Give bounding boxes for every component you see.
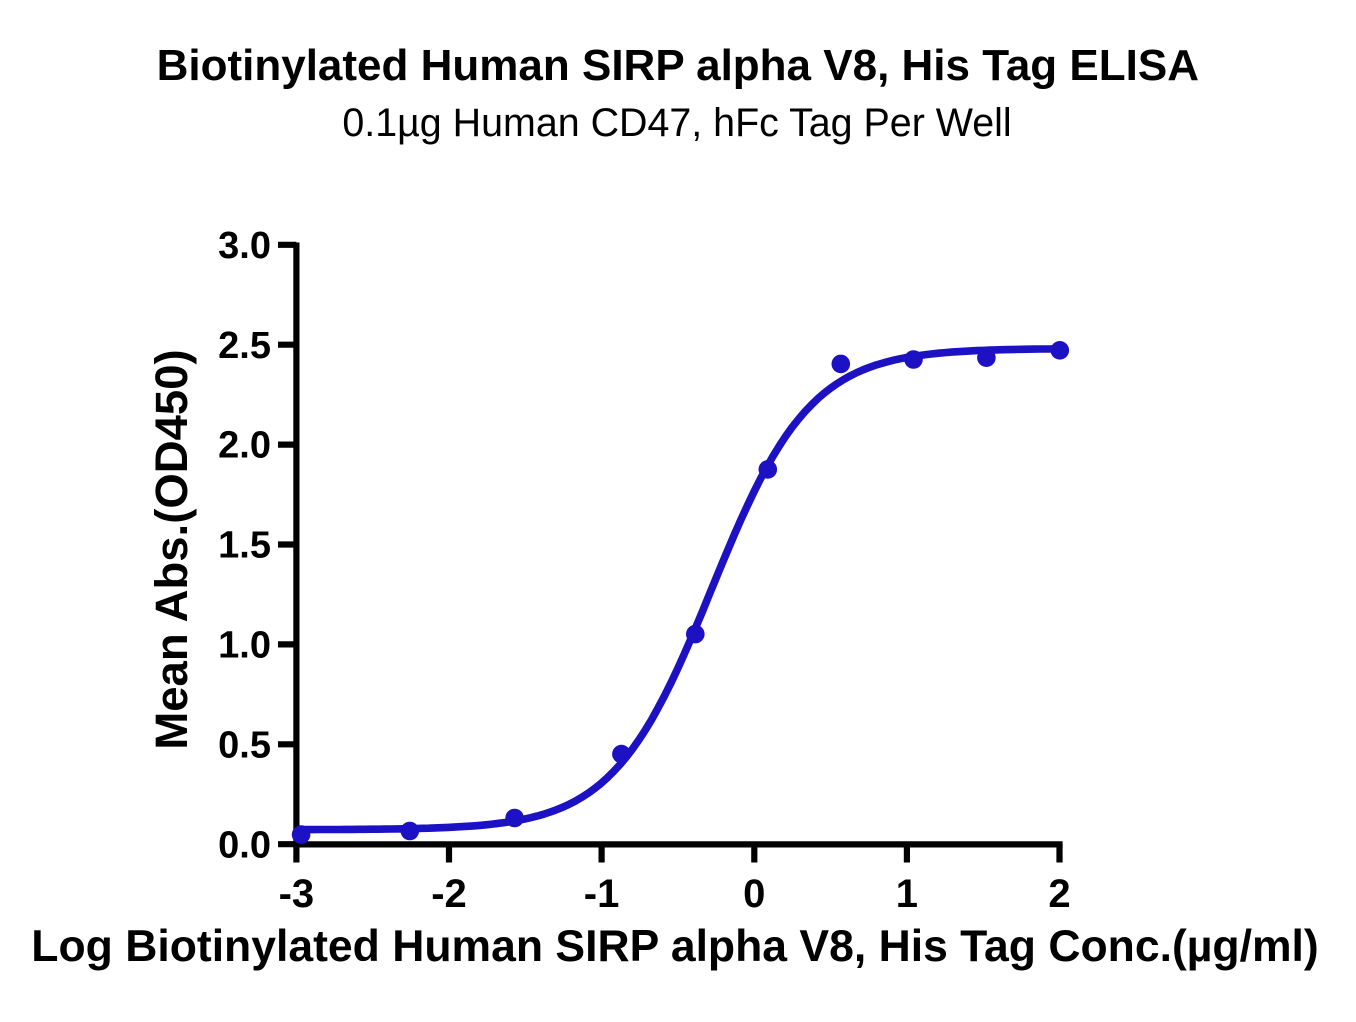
svg-text:0: 0	[743, 872, 765, 916]
svg-text:3.0: 3.0	[218, 225, 271, 267]
svg-text:0.1µg Human CD47, hFc Tag Per: 0.1µg Human CD47, hFc Tag Per Well	[342, 101, 1011, 145]
svg-text:Mean Abs.(OD450): Mean Abs.(OD450)	[146, 349, 197, 749]
svg-text:2.5: 2.5	[218, 325, 271, 367]
svg-text:Biotinylated Human SIRP alpha: Biotinylated Human SIRP alpha V8, His Ta…	[157, 41, 1199, 90]
svg-text:1.5: 1.5	[218, 525, 271, 567]
svg-text:-1: -1	[584, 872, 620, 916]
svg-text:-2: -2	[431, 872, 467, 916]
svg-text:1.0: 1.0	[218, 625, 271, 667]
svg-text:2: 2	[1048, 872, 1070, 916]
svg-text:0.5: 0.5	[218, 724, 271, 766]
svg-text:2.0: 2.0	[218, 425, 271, 467]
svg-text:Log Biotinylated Human SIRP al: Log Biotinylated Human SIRP alpha V8, Hi…	[31, 922, 1318, 971]
svg-text:1: 1	[896, 872, 918, 916]
svg-text:-3: -3	[279, 872, 315, 916]
svg-text:0.0: 0.0	[218, 824, 271, 866]
